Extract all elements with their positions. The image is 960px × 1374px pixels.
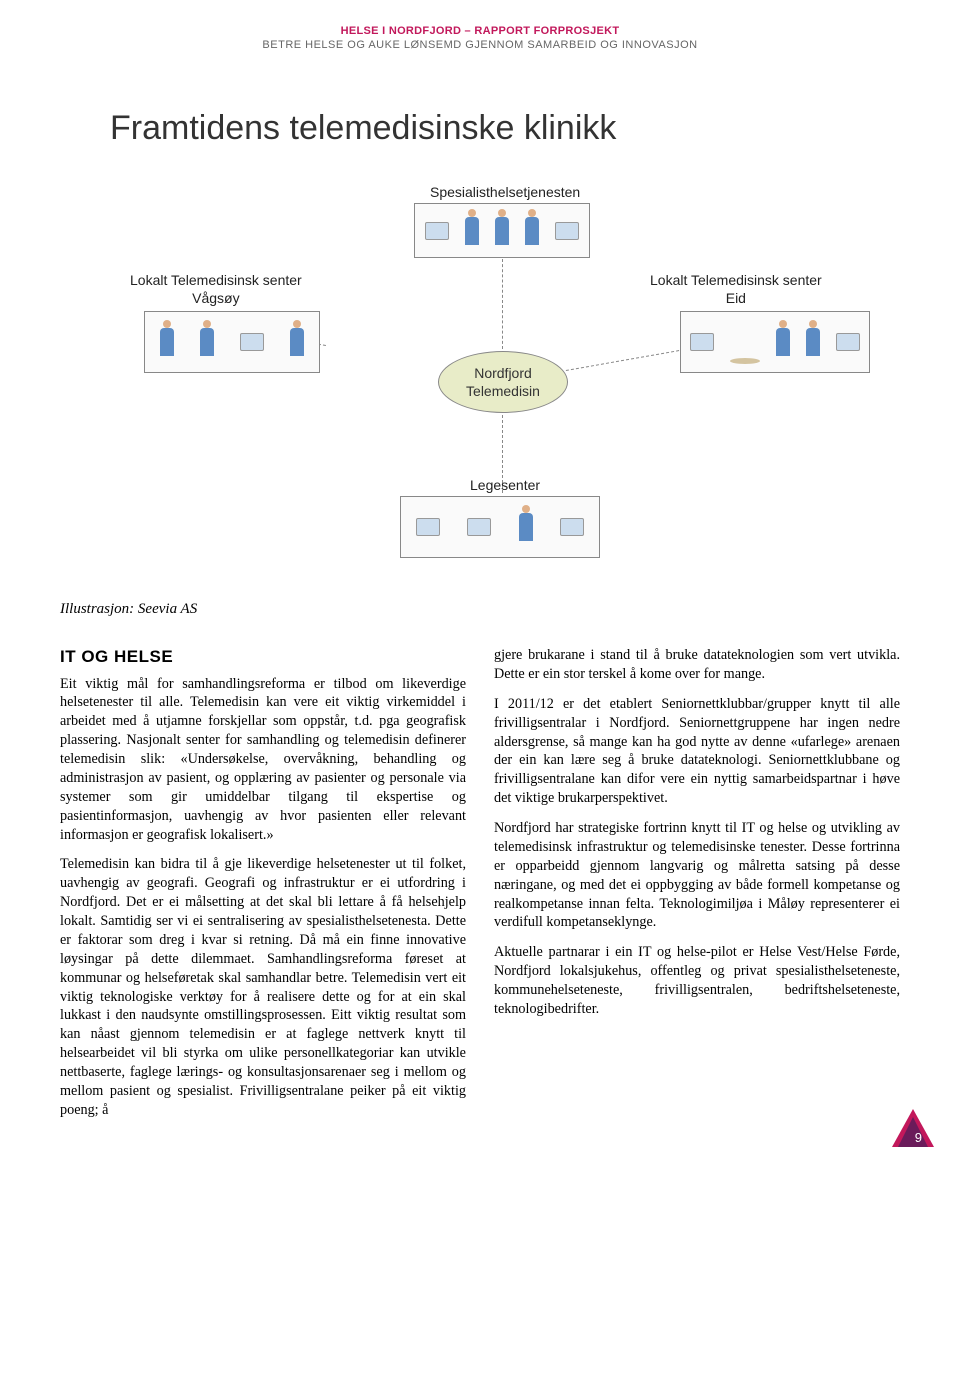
header-title: HELSE I NORDFJORD – RAPPORT FORPROSJEKT	[60, 25, 900, 37]
screen-icon	[560, 518, 584, 536]
column-left: IT OG HELSE Eit viktig mål for samhandli…	[60, 646, 466, 1131]
screen-icon	[836, 333, 860, 351]
central-node: Nordfjord Telemedisin	[438, 351, 568, 413]
screen-icon	[425, 222, 449, 240]
person-icon	[806, 328, 820, 356]
table-icon	[730, 358, 760, 364]
edge-eid	[566, 349, 684, 371]
node-box-eid	[680, 311, 870, 373]
person-icon	[160, 328, 174, 356]
body-paragraph: I 2011/12 er det etablert Seniornettklub…	[494, 695, 900, 808]
body-paragraph: Eit viktig mål for samhandlingsreforma e…	[60, 675, 466, 845]
person-icon	[290, 328, 304, 356]
screen-icon	[240, 333, 264, 351]
screen-icon	[467, 518, 491, 536]
page-number-badge	[890, 1107, 936, 1153]
node-label-spes: Spesialisthelsetjenesten	[430, 183, 580, 201]
edge-spes	[502, 259, 503, 349]
screen-icon	[416, 518, 440, 536]
node-label-lege: Legesenter	[470, 476, 540, 494]
body-columns: IT OG HELSE Eit viktig mål for samhandli…	[60, 646, 900, 1131]
screen-icon	[555, 222, 579, 240]
body-paragraph: Telemedisin kan bidra til å gje likeverd…	[60, 855, 466, 1119]
person-icon	[200, 328, 214, 356]
node-label-eid: Lokalt Telemedisinsk senter Eid	[650, 271, 822, 307]
diagram-title: Framtidens telemedisinske klinikk	[110, 109, 616, 148]
person-icon	[495, 217, 509, 245]
person-icon	[519, 513, 533, 541]
node-box-spes	[414, 203, 590, 258]
person-icon	[525, 217, 539, 245]
node-label-vagsoy: Lokalt Telemedisinsk senter Vågsøy	[130, 271, 302, 307]
illustration-caption: Illustrasjon: Seevia AS	[60, 601, 900, 618]
person-icon	[465, 217, 479, 245]
header-subtitle: BETRE HELSE OG AUKE LØNSEMD GJENNOM SAMA…	[60, 39, 900, 51]
person-icon	[776, 328, 790, 356]
section-heading: IT OG HELSE	[60, 646, 466, 669]
body-paragraph: Nordfjord har strategiske fortrinn knytt…	[494, 819, 900, 932]
screen-icon	[690, 333, 714, 351]
telemedicine-diagram: Framtidens telemedisinske klinikk Spesia…	[60, 81, 900, 581]
body-paragraph: Aktuelle partnarar i ein IT og helse-pil…	[494, 943, 900, 1019]
column-right: gjere brukarane i stand til å bruke data…	[494, 646, 900, 1131]
page-header: HELSE I NORDFJORD – RAPPORT FORPROSJEKT …	[60, 25, 900, 51]
page-number: 9	[915, 1130, 922, 1145]
body-paragraph: gjere brukarane i stand til å bruke data…	[494, 646, 900, 684]
node-box-vagsoy	[144, 311, 320, 373]
node-box-lege	[400, 496, 600, 558]
